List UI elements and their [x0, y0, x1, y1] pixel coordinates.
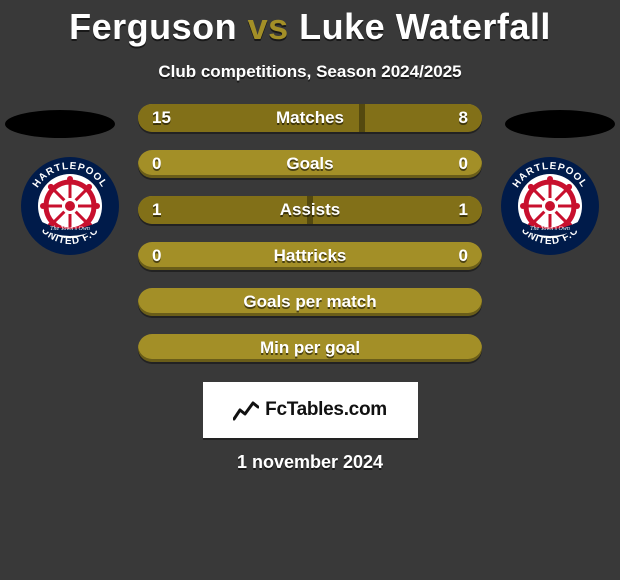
stat-bar: Hattricks0 0 [138, 242, 482, 270]
club-badge-left: HARTLEPOOL UNITED F.C The Town's Own [20, 156, 120, 256]
subtitle: Club competitions, Season 2024/2025 [0, 62, 620, 82]
stat-value-right: 0 [459, 150, 468, 178]
date-text: 1 november 2024 [0, 452, 620, 473]
title-right: Luke Waterfall [299, 6, 551, 47]
stat-bar: Goals0 0 [138, 150, 482, 178]
stats-bars: Matches158Goals00Assists11Hattricks00Goa… [138, 104, 482, 380]
stat-value-right: 0 [459, 242, 468, 270]
brand-box: FcTables.com [203, 382, 418, 438]
stat-value-left: 0 [152, 150, 161, 178]
club-badge-right: HARTLEPOOL UNITED F.C The Town's Own [500, 156, 600, 256]
stat-fill-left [138, 196, 310, 224]
stat-bar: Min per goal [138, 334, 482, 362]
stat-label: Hattricks [138, 242, 482, 270]
stat-label: Goals [138, 150, 482, 178]
stat-bar: Matches158 [138, 104, 482, 132]
player-shadow-left [5, 110, 115, 138]
brand-logo-icon [233, 399, 259, 421]
stat-fill-right [362, 104, 482, 132]
title-vs: vs [248, 6, 289, 47]
player-shadow-right [505, 110, 615, 138]
svg-text:The Town's Own: The Town's Own [50, 226, 90, 232]
stat-value-left: 0 [152, 242, 161, 270]
stat-fill-left [138, 104, 362, 132]
stat-bar: Assists11 [138, 196, 482, 224]
stat-label: Min per goal [138, 334, 482, 362]
page-title: Ferguson vs Luke Waterfall [0, 0, 620, 48]
stat-bar: Goals per match [138, 288, 482, 316]
brand-text: FcTables.com [265, 399, 387, 421]
svg-text:The Town's Own: The Town's Own [530, 226, 570, 232]
stat-fill-right [310, 196, 482, 224]
title-left: Ferguson [69, 6, 237, 47]
stat-label: Goals per match [138, 288, 482, 316]
comparison-area: HARTLEPOOL UNITED F.C The Town's Own HAR… [0, 104, 620, 374]
